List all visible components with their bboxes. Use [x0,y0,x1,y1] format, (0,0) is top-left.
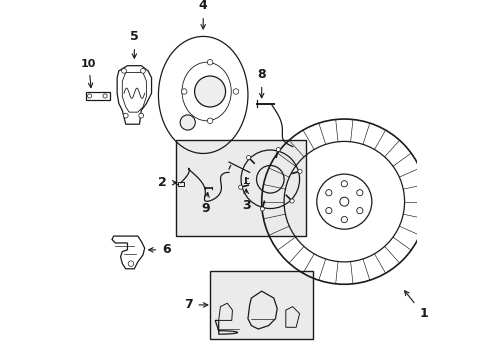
Circle shape [123,113,128,118]
Bar [178,182,184,186]
Circle shape [341,216,346,222]
Circle shape [238,185,242,189]
Circle shape [181,89,186,94]
Bar [210,270,313,339]
Text: 5: 5 [130,30,139,43]
Text: 1: 1 [419,307,427,320]
Circle shape [246,156,250,159]
Text: 6: 6 [162,243,170,256]
Circle shape [207,59,212,65]
Circle shape [233,89,238,94]
Text: 2: 2 [158,176,167,189]
Bar [86,91,110,100]
Circle shape [325,190,331,196]
Circle shape [260,207,264,211]
Circle shape [103,94,107,98]
Text: 7: 7 [184,298,192,311]
Circle shape [339,197,348,206]
Text: 4: 4 [199,0,207,12]
Circle shape [356,207,362,214]
Text: 9: 9 [201,202,210,215]
Circle shape [180,115,195,130]
Text: 10: 10 [80,59,95,69]
Bar [175,140,306,236]
Circle shape [341,181,346,187]
Circle shape [207,118,212,123]
Circle shape [87,94,91,98]
Circle shape [122,68,126,73]
Text: 3: 3 [242,199,250,212]
Circle shape [139,113,143,118]
Circle shape [194,76,225,107]
Circle shape [356,190,362,196]
Circle shape [276,148,280,152]
Circle shape [140,68,145,73]
Circle shape [289,199,293,203]
Circle shape [325,207,331,214]
Text: 8: 8 [257,68,265,81]
Circle shape [128,261,133,266]
Circle shape [297,169,302,174]
